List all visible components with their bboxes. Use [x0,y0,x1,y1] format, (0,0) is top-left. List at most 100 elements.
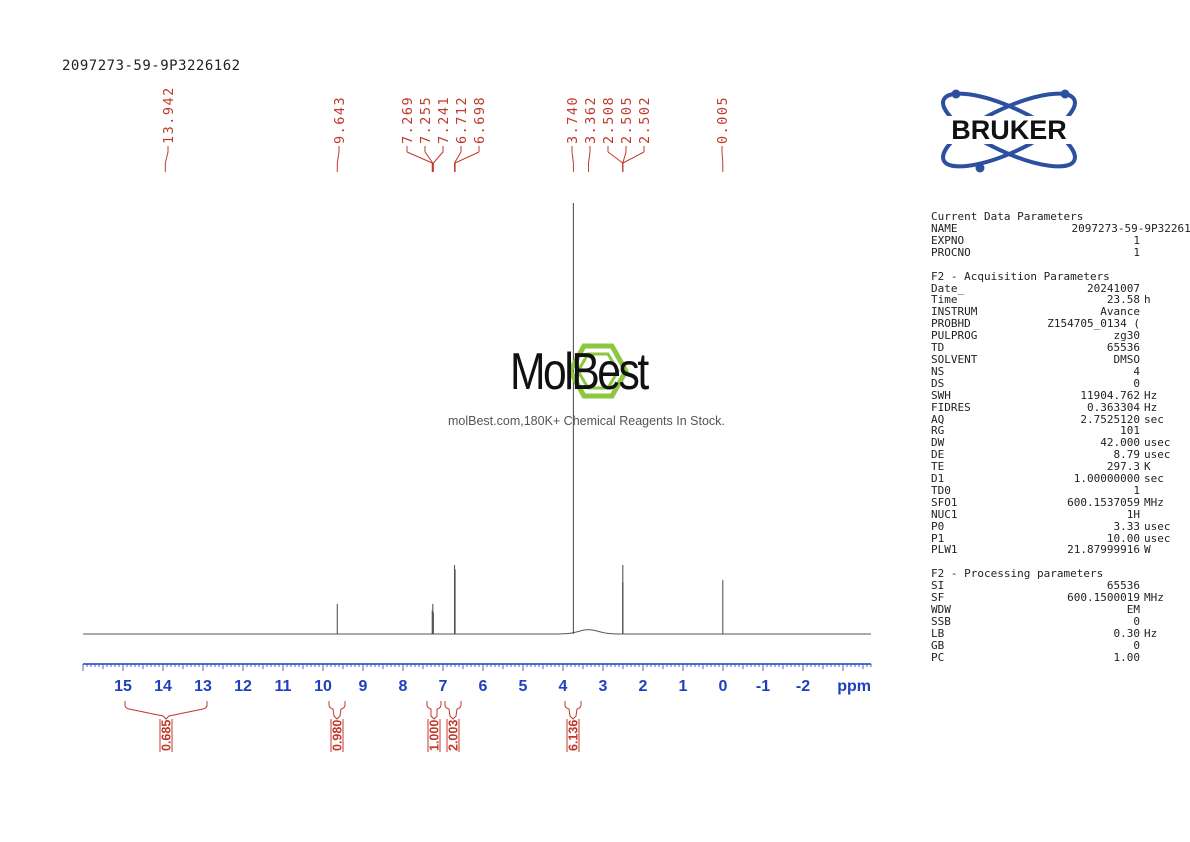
parameter-value: 0 [1133,376,1140,390]
parameter-row: Date_ 20241007 [931,281,1190,295]
parameter-row: RG 101 [931,425,1190,437]
integral-bracket [124,701,208,720]
x-axis-label: ppm [837,678,871,695]
parameter-unit [1140,509,1182,521]
x-tick-label: 4 [559,678,568,695]
parameter-row: SFO1 600.1537059 MHz [931,495,1190,509]
parameter-value: 2.7525120 [1080,412,1140,426]
peak-label-connector [607,151,623,164]
integral-group: 0.685 0.980 1.000 2.003 6.136 [124,701,582,752]
x-tick-label: 15 [114,678,132,695]
parameter-unit [1140,235,1182,247]
parameter-value: zg30 [1113,329,1141,343]
parameter-unit: sec [1144,412,1164,426]
parameter-value: 65536 [1106,579,1140,593]
parameter-value: 101 [1120,424,1140,438]
parameter-key: Date_ [931,281,965,295]
parameter-unit: usec [1144,448,1171,462]
peak-label: 6.712 [454,96,470,144]
parameter-value: 1 [1133,245,1140,259]
integral-bracket [328,701,346,720]
parameter-row: DS 0 [931,376,1190,390]
parameter-unit: MHz [1144,591,1164,605]
parameter-value: 0 [1133,615,1140,628]
parameter-key: PC [931,650,945,664]
parameter-key: PROCNO [931,245,971,259]
parameter-key: EXPNO [931,233,965,247]
parameter-row: SSB 0 [931,616,1190,628]
parameter-section: Current Data Parameters NAME 2097273-59-9P… [931,211,1190,259]
parameter-row: PULPROG zg30 [931,330,1190,342]
parameter-value: 600.1500019 [1067,591,1140,605]
parameter-row: P1 10.00 usec [931,531,1190,545]
parameter-value: 297.3 [1106,460,1140,474]
parameter-row: TE 297.3 K [931,461,1190,473]
parameter-value: 4 [1133,364,1140,378]
parameter-key: NUC1 [931,507,958,521]
x-tick-label: 7 [439,678,448,695]
peak-label: 3.740 [565,96,581,144]
parameter-row: GB 0 [931,638,1190,652]
spectrum-trace-group [83,203,871,635]
integral-bracket [426,701,442,720]
parameter-key: TD [931,341,945,355]
parameter-row: NUC1 1H [931,507,1190,521]
peak-label: 2.505 [619,96,635,144]
parameter-unit: usec [1144,531,1171,545]
parameter-section-title: Current Data Parameters [931,210,1084,223]
parameter-unit: MHz [1144,495,1164,509]
integral-value: 0.685 [160,720,174,751]
peak-label-connector [406,151,433,164]
peak-label: 2.502 [637,96,653,144]
parameter-row: SF 600.1500019 MHz [931,592,1190,604]
peak-label: 7.269 [400,96,416,144]
parameter-key: SSB [931,615,951,628]
integral-bracket [564,701,582,720]
parameter-unit [1140,318,1182,330]
parameter-value: EM [1126,603,1140,617]
parameter-value: 1.00000000 [1073,472,1140,486]
parameter-row: Time 23.58 h [931,294,1190,306]
x-tick-label: 5 [519,678,528,695]
parameter-key: D1 [931,472,945,486]
parameter-row: LB 0.30 Hz [931,628,1190,640]
parameter-unit [1140,306,1182,318]
parameter-row: SI 65536 [931,580,1190,592]
parameter-row: P0 3.33 usec [931,520,1190,533]
parameter-value: Z154705_0134 ( [1047,317,1140,331]
watermark-brand: MolBest [510,343,649,401]
parameter-unit [1140,640,1182,652]
parameter-key: PULPROG [931,329,978,343]
parameter-key: DE [931,448,945,462]
parameter-unit: h [1144,293,1151,307]
parameter-value: 8.79 [1113,448,1141,462]
parameter-row: INSTRUM Avance [931,306,1190,318]
parameter-key: INSTRUM [931,305,978,319]
parameter-unit: sec [1144,472,1164,486]
parameter-row: FIDRES 0.363304 Hz [931,401,1190,414]
watermark-tagline: molBest.com,180K+ Chemical Reagents In S… [448,414,725,428]
peak-label-connector [622,151,645,164]
sample-id: 2097273-59-9P3226162 [62,58,241,74]
parameter-row: PLW1 21.87999916 W [931,544,1190,556]
parameter-unit: Hz [1144,388,1158,402]
parameter-value: Avance [1100,305,1140,319]
parameter-row: WDW EM [931,604,1190,616]
parameter-value: 0 [1133,638,1140,652]
parameter-unit: K [1144,460,1151,474]
integral-bracket [444,701,462,720]
parameter-row: PC 1.00 [931,650,1190,664]
parameter-row: TD0 1 [931,485,1190,497]
parameter-unit [1140,247,1182,259]
integral-value: 2.003 [447,720,461,751]
spectrum-baseline [83,629,871,635]
parameter-value: 10.00 [1106,531,1140,545]
x-tick-label: 6 [479,678,488,695]
parameter-key: RG [931,424,945,438]
x-tick-label: 10 [314,678,332,695]
parameter-value: 600.1537059 [1067,495,1140,509]
peak-label-connector [424,151,434,164]
parameter-value: 1 [1133,483,1140,497]
x-tick-label: 14 [154,678,172,695]
